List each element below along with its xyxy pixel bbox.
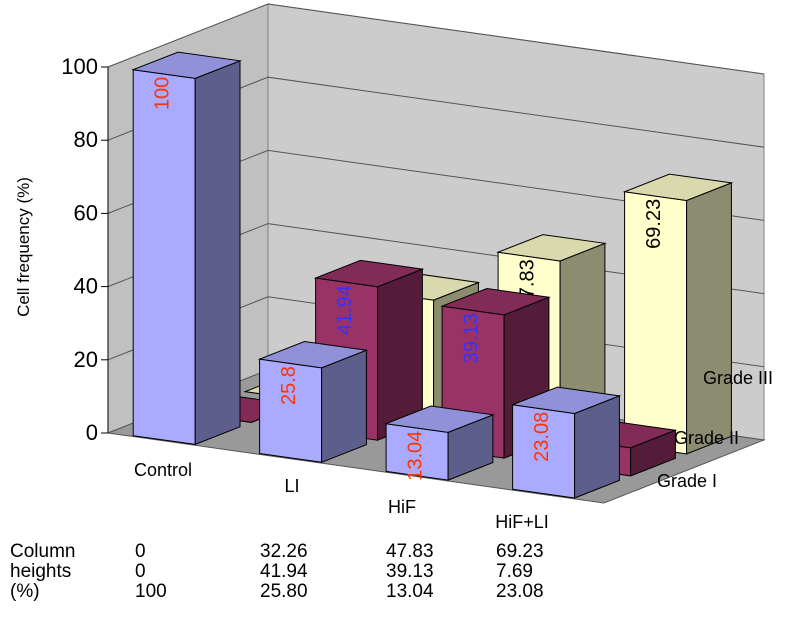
axis-labels: Cell frequency (%) Control LI HiF HiF+LI Grad… (14, 177, 773, 532)
bar-top-face (496, 234, 607, 262)
y-tick-label: 20 (74, 347, 98, 372)
bar-top-face (257, 340, 369, 369)
category-label: Control (134, 460, 192, 480)
bar-side-face (321, 349, 367, 464)
y-tick-label: 80 (74, 127, 98, 152)
table-cell: 23.08 (496, 581, 544, 602)
table-cell: 25.80 (260, 581, 308, 602)
table-row-label: heights (10, 561, 72, 582)
y-axis: 0 20 40 60 80 100 (61, 54, 109, 445)
category-label: HiF+LI (495, 512, 549, 532)
bars: 32.2647.8369.23041.9439.137.6910025.813.… (131, 51, 734, 499)
category-label: LI (284, 476, 299, 496)
table-cell: 47.83 (386, 541, 434, 562)
table-row-label: (%) (10, 581, 40, 602)
table-cell: 32.26 (260, 541, 308, 562)
category-label: HiF (388, 497, 416, 517)
bar-value-label: 100 (152, 77, 174, 110)
table-cell: 41.94 (260, 561, 308, 582)
gridline (107, 3, 765, 75)
bar-front-face (132, 69, 196, 445)
y-axis-title: Cell frequency (%) (14, 177, 33, 317)
table-cell: 69.23 (496, 541, 544, 562)
bar-top-face (384, 405, 495, 433)
bar-grade-i-li: 25.8 (257, 340, 369, 464)
series-depth-label: Grade I (657, 471, 717, 491)
bar-top-face (622, 173, 734, 202)
bar-value-label: 23.08 (531, 412, 553, 462)
table-cell: 0 (135, 561, 146, 582)
y-tick-label: 100 (61, 54, 98, 79)
bar-side-face (686, 182, 732, 455)
y-tick-label: 40 (74, 274, 98, 299)
table-row-label: Column (10, 541, 76, 562)
table-cell: 7.69 (496, 561, 533, 582)
y-tick-label: 0 (86, 420, 98, 445)
bar-grade-i-hif-li: 23.08 (510, 386, 622, 499)
bar-grade-iii-hif-li: 69.23 (622, 173, 734, 455)
bar-value-label: 41.94 (334, 285, 356, 335)
bar-value-label: 69.23 (643, 199, 665, 249)
bar-value-label: 13.04 (405, 431, 427, 481)
bar-top-face (440, 287, 551, 316)
bar-value-label: 39.13 (461, 313, 483, 363)
bar-grade-i-hif: 13.04 (384, 405, 495, 481)
bar-top-face (510, 386, 622, 415)
table-cell: 13.04 (386, 581, 434, 602)
table-cell: 100 (135, 581, 167, 602)
bar-top-face (313, 259, 425, 288)
table-cell: 39.13 (386, 561, 434, 582)
y-tick-label: 60 (74, 200, 98, 225)
table-cell: 0 (135, 541, 146, 562)
series-depth-label: Grade II (674, 428, 739, 448)
bar-side-face (194, 60, 241, 446)
series-depth-label: Grade III (703, 368, 773, 388)
bar-value-label: 25.8 (278, 366, 300, 405)
bar-top-face (131, 51, 242, 79)
bar-grade-i-control: 100 (131, 51, 242, 446)
